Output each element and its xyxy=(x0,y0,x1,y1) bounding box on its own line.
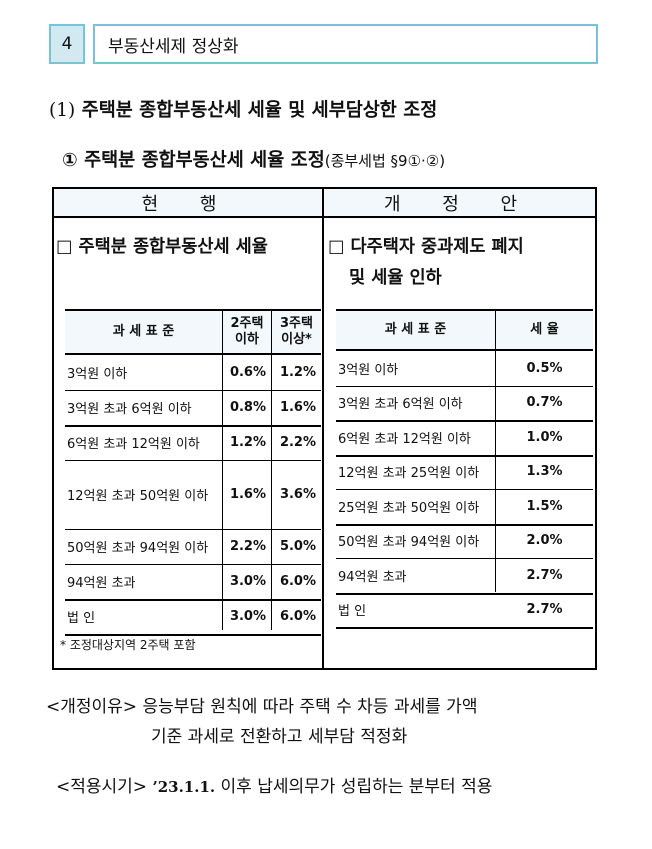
table-cell-rate-three: 3.6% xyxy=(279,487,316,502)
table-cell-rate: 1.3% xyxy=(526,464,563,480)
table-cell-base: 3억원 초과 6억원 이하 xyxy=(67,402,192,417)
proposed-subheading-line2: 및 세율 인하 xyxy=(349,268,442,288)
table-header-two-homes: 2주택 이하 xyxy=(223,311,271,353)
table-col-rule xyxy=(271,311,272,630)
table-header-three-homes: 3주택 이상* xyxy=(272,311,321,353)
table-cell-base: 25억원 초과 50억원 이하 xyxy=(338,500,480,516)
heading-2-text: 주택분 종합부동산세 세율 조정 xyxy=(84,150,325,171)
table-cell-rate: 2.7% xyxy=(526,567,563,583)
current-column-title: 현 행 xyxy=(54,189,322,216)
comparison-table-frame xyxy=(52,187,597,670)
table-cell-rate-two: 2.2% xyxy=(229,539,266,554)
table-cell-rate: 0.7% xyxy=(526,395,563,411)
legal-reference: (종부세법 §9①·②) xyxy=(324,152,446,170)
apply-label: <적용시기> xyxy=(56,777,148,797)
table-cell-base: 12억원 초과 25억원 이하 xyxy=(338,466,480,482)
reason-line-2: 기준 과세로 전환하고 세부담 적정화 xyxy=(151,727,408,747)
table-cell-rate: 1.5% xyxy=(526,498,563,514)
table-cell-rate: 2.7% xyxy=(526,602,563,618)
table-row-rule xyxy=(336,593,593,595)
table-cell-base: 6억원 초과 12억원 이하 xyxy=(67,437,200,452)
table-cell-base: 6억원 초과 12억원 이하 xyxy=(338,431,471,447)
section-title: 부동산세제 정상화 xyxy=(93,24,598,64)
heading-1-text: 주택분 종합부동산세 세율 및 세부담상한 조정 xyxy=(81,100,438,121)
checkbox-square-icon: □ xyxy=(328,237,345,257)
heading-1-number: (1) xyxy=(49,100,76,121)
table-row-rule xyxy=(65,599,321,601)
table-cell-rate-three: 6.0% xyxy=(279,609,316,624)
table-row-rule xyxy=(336,524,593,526)
table-cell-rate: 2.0% xyxy=(526,533,563,549)
apply-text: 이후 납세의무가 성립하는 분부터 적용 xyxy=(220,777,493,797)
application-period: <적용시기> ’23.1.1. 이후 납세의무가 성립하는 분부터 적용 xyxy=(56,772,492,797)
table-cell-base: 50억원 초과 94억원 이하 xyxy=(338,535,480,551)
table-row-rule xyxy=(336,558,593,559)
table-cell-rate-three: 1.6% xyxy=(279,400,316,415)
current-subheading: □ 주택분 종합부동산세 세율 xyxy=(56,232,268,263)
table-cell-rate-two: 3.0% xyxy=(229,574,266,589)
table-row-rule xyxy=(336,455,593,457)
table-row-rule xyxy=(65,390,321,391)
table-top-rule xyxy=(65,309,321,311)
heading-2-marker: ① xyxy=(62,150,78,171)
table-header-base: 과 세 표 준 xyxy=(336,311,495,349)
heading-level-2: ① 주택분 종합부동산세 세율 조정(종부세법 §9①·②) xyxy=(62,146,445,172)
footnote: * 조정대상지역 2주택 포함 xyxy=(60,638,196,652)
table-cell-base: 3억원 이하 xyxy=(338,362,399,378)
table-cell-rate-two: 0.6% xyxy=(229,365,266,380)
table-row-rule xyxy=(65,529,321,530)
proposed-subheading: □ 다주택자 중과제도 폐지 및 세율 인하 xyxy=(328,232,524,294)
table-top-rule xyxy=(336,309,593,311)
table-cell-rate-three: 5.0% xyxy=(279,539,316,554)
table-header-base: 과 세 표 준 xyxy=(65,311,222,353)
table-header-rate: 세 율 xyxy=(496,311,593,349)
table-row-rule xyxy=(336,489,593,490)
table-header-rule xyxy=(65,353,321,355)
table-cell-rate-two: 0.8% xyxy=(229,400,266,415)
revision-reason: <개정이유> 응능부담 원칙에 따라 주택 수 차등 과세를 가액 xyxy=(46,692,477,722)
heading-level-1: (1) 주택분 종합부동산세 세율 및 세부담상한 조정 xyxy=(49,96,437,122)
table-cell-base: 12억원 초과 50억원 이하 xyxy=(67,489,209,504)
table-cell-base: 94억원 초과 xyxy=(67,576,136,591)
table-cell-base: 3억원 이하 xyxy=(67,367,128,382)
proposed-subheading-line1: 다주택자 중과제도 폐지 xyxy=(350,237,524,257)
current-subheading-text: 주택분 종합부동산세 세율 xyxy=(78,237,268,257)
table-row-rule xyxy=(336,386,593,387)
table-row-rule xyxy=(65,564,321,565)
table-cell-rate-three: 2.2% xyxy=(279,435,316,450)
table-cell-base: 법 인 xyxy=(67,611,96,626)
table-col-rule xyxy=(222,311,223,630)
column-divider xyxy=(322,187,324,670)
table-cell-rate: 1.0% xyxy=(526,429,563,445)
table-row-rule xyxy=(65,460,321,461)
table-row-rule xyxy=(65,634,321,636)
table-row-rule xyxy=(65,425,321,427)
reason-line-1: 응능부담 원칙에 따라 주택 수 차등 과세를 가액 xyxy=(142,697,478,717)
header-underline xyxy=(52,216,597,218)
table-cell-base: 94억원 초과 xyxy=(338,569,407,585)
table-col-rule xyxy=(495,311,496,592)
table-cell-rate-two: 1.2% xyxy=(229,435,266,450)
section-number: 4 xyxy=(49,24,85,64)
table-cell-rate-two: 3.0% xyxy=(229,609,266,624)
table-cell-base: 50억원 초과 94억원 이하 xyxy=(67,541,209,556)
reason-label: <개정이유> xyxy=(46,697,138,717)
apply-date: ’23.1.1. xyxy=(152,778,216,796)
table-header-rule xyxy=(336,349,593,351)
checkbox-square-icon: □ xyxy=(56,237,73,257)
table-row-rule xyxy=(336,420,593,422)
table-cell-base: 법 인 xyxy=(338,604,367,620)
table-cell-rate-three: 1.2% xyxy=(279,365,316,380)
table-cell-base: 3억원 초과 6억원 이하 xyxy=(338,397,463,413)
table-cell-rate-two: 1.6% xyxy=(229,487,266,502)
table-cell-rate-three: 6.0% xyxy=(279,574,316,589)
table-cell-rate: 0.5% xyxy=(526,360,563,376)
proposed-column-title: 개 정 안 xyxy=(324,189,595,216)
table-row-rule xyxy=(336,627,593,629)
